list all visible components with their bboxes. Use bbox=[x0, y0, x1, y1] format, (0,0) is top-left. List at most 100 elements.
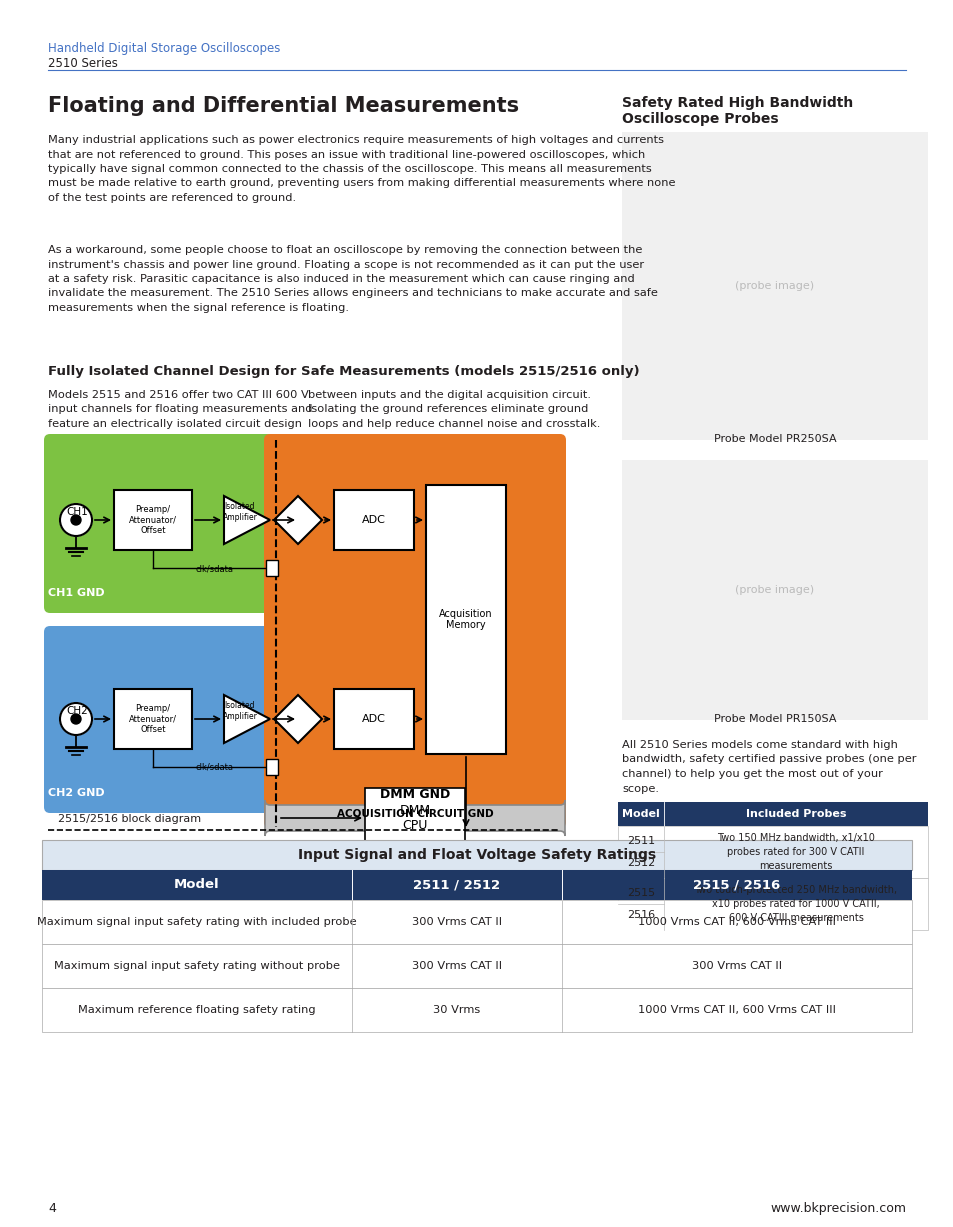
Text: Acquisition
Memory: Acquisition Memory bbox=[438, 609, 493, 631]
Text: 2515 / 2516: 2515 / 2516 bbox=[693, 879, 780, 892]
FancyBboxPatch shape bbox=[265, 800, 564, 836]
Text: ADC: ADC bbox=[362, 714, 386, 724]
FancyBboxPatch shape bbox=[42, 840, 911, 870]
Text: CH2 GND: CH2 GND bbox=[48, 788, 104, 798]
Text: Isolated
Amplifier: Isolated Amplifier bbox=[222, 502, 257, 521]
Text: Handheld Digital Storage Oscilloscopes: Handheld Digital Storage Oscilloscopes bbox=[48, 42, 280, 55]
Text: typically have signal common connected to the chassis of the oscilloscope. This : typically have signal common connected t… bbox=[48, 164, 651, 174]
Text: Oscilloscope Probes: Oscilloscope Probes bbox=[621, 112, 778, 126]
Text: Preamp/
Attenuator/
Offset: Preamp/ Attenuator/ Offset bbox=[129, 704, 177, 734]
Text: Safety Rated High Bandwidth: Safety Rated High Bandwidth bbox=[621, 96, 852, 110]
Text: Maximum signal input safety rating with included probe: Maximum signal input safety rating with … bbox=[37, 917, 356, 928]
Text: DMM
CPU: DMM CPU bbox=[399, 804, 430, 832]
FancyBboxPatch shape bbox=[42, 988, 911, 1032]
Text: 2512: 2512 bbox=[626, 858, 655, 867]
FancyBboxPatch shape bbox=[266, 760, 277, 775]
Polygon shape bbox=[224, 694, 270, 744]
FancyBboxPatch shape bbox=[618, 826, 927, 879]
Text: invalidate the measurement. The 2510 Series allows engineers and technicians to : invalidate the measurement. The 2510 Ser… bbox=[48, 288, 658, 298]
Text: between inputs and the digital acquisition circuit.: between inputs and the digital acquisiti… bbox=[308, 390, 590, 400]
FancyBboxPatch shape bbox=[426, 485, 505, 755]
Text: clk/sdata: clk/sdata bbox=[195, 564, 233, 573]
Text: loops and help reduce channel noise and crosstalk.: loops and help reduce channel noise and … bbox=[308, 418, 599, 429]
FancyBboxPatch shape bbox=[365, 788, 464, 848]
Text: Many industrial applications such as power electronics require measurements of h: Many industrial applications such as pow… bbox=[48, 135, 663, 145]
FancyBboxPatch shape bbox=[42, 899, 911, 944]
Text: Isolated
Amplifier: Isolated Amplifier bbox=[222, 702, 257, 720]
Text: Included Probes: Included Probes bbox=[745, 809, 845, 818]
Text: Input Signal and Float Voltage Safety Ratings: Input Signal and Float Voltage Safety Ra… bbox=[297, 848, 656, 863]
Text: Model: Model bbox=[621, 809, 659, 818]
Circle shape bbox=[60, 504, 91, 536]
Text: 2510 Series: 2510 Series bbox=[48, 56, 118, 70]
FancyBboxPatch shape bbox=[618, 879, 927, 930]
FancyBboxPatch shape bbox=[44, 434, 273, 614]
Text: bandwidth, safety certified passive probes (one per: bandwidth, safety certified passive prob… bbox=[621, 755, 916, 764]
Text: Probe Model PR150SA: Probe Model PR150SA bbox=[713, 714, 836, 724]
Text: of the test points are referenced to ground.: of the test points are referenced to gro… bbox=[48, 193, 295, 202]
Text: (probe image): (probe image) bbox=[735, 585, 814, 595]
FancyBboxPatch shape bbox=[621, 133, 927, 440]
Text: measurements when the signal reference is floating.: measurements when the signal reference i… bbox=[48, 303, 349, 313]
Text: channel) to help you get the most out of your: channel) to help you get the most out of… bbox=[621, 769, 882, 779]
FancyBboxPatch shape bbox=[113, 690, 192, 748]
Text: Probe Model PR250SA: Probe Model PR250SA bbox=[713, 434, 836, 444]
Circle shape bbox=[71, 714, 81, 724]
Text: 2516: 2516 bbox=[626, 910, 655, 920]
Text: DMM GND: DMM GND bbox=[379, 788, 450, 800]
Text: 300 Vrms CAT II: 300 Vrms CAT II bbox=[412, 917, 501, 928]
Text: Model: Model bbox=[174, 879, 219, 892]
FancyBboxPatch shape bbox=[266, 560, 277, 575]
Text: (probe image): (probe image) bbox=[735, 281, 814, 291]
FancyBboxPatch shape bbox=[113, 490, 192, 550]
Text: Models 2515 and 2516 offer two CAT III 600 V: Models 2515 and 2516 offer two CAT III 6… bbox=[48, 390, 309, 400]
Text: Maximum reference floating safety rating: Maximum reference floating safety rating bbox=[78, 1005, 315, 1015]
Text: Maximum signal input safety rating without probe: Maximum signal input safety rating witho… bbox=[54, 961, 339, 971]
Text: 2515: 2515 bbox=[626, 888, 655, 898]
Text: Two touch-protected 250 MHz bandwidth,
x10 probes rated for 1000 V CATII,
600 V : Two touch-protected 250 MHz bandwidth, x… bbox=[694, 885, 897, 923]
Text: All 2510 Series models come standard with high: All 2510 Series models come standard wit… bbox=[621, 740, 897, 750]
FancyBboxPatch shape bbox=[42, 944, 911, 988]
Text: 300 Vrms CAT II: 300 Vrms CAT II bbox=[412, 961, 501, 971]
Text: at a safety risk. Parasitic capacitance is also induced in the measurement which: at a safety risk. Parasitic capacitance … bbox=[48, 274, 634, 283]
Text: feature an electrically isolated circuit design: feature an electrically isolated circuit… bbox=[48, 418, 302, 429]
Text: 300 Vrms CAT II: 300 Vrms CAT II bbox=[691, 961, 781, 971]
Text: instrument's chassis and power line ground. Floating a scope is not recommended : instrument's chassis and power line grou… bbox=[48, 259, 643, 270]
Text: ACQUISITION CIRCUIT GND: ACQUISITION CIRCUIT GND bbox=[336, 809, 493, 818]
Text: scope.: scope. bbox=[621, 784, 659, 794]
FancyBboxPatch shape bbox=[621, 460, 927, 720]
Text: 2511 / 2512: 2511 / 2512 bbox=[413, 879, 500, 892]
Text: CH2: CH2 bbox=[66, 706, 88, 717]
Circle shape bbox=[71, 515, 81, 525]
Text: 30 Vrms: 30 Vrms bbox=[433, 1005, 480, 1015]
Text: ADC: ADC bbox=[362, 515, 386, 525]
Text: Preamp/
Attenuator/
Offset: Preamp/ Attenuator/ Offset bbox=[129, 506, 177, 535]
Text: Two 150 MHz bandwidth, x1/x10
probes rated for 300 V CATII
measurements: Two 150 MHz bandwidth, x1/x10 probes rat… bbox=[717, 833, 874, 871]
Text: 1000 Vrms CAT II, 600 Vrms CAT III: 1000 Vrms CAT II, 600 Vrms CAT III bbox=[638, 917, 835, 928]
Polygon shape bbox=[274, 694, 322, 744]
Text: CH1: CH1 bbox=[66, 507, 88, 517]
FancyBboxPatch shape bbox=[334, 490, 414, 550]
Text: As a workaround, some people choose to float an oscilloscope by removing the con: As a workaround, some people choose to f… bbox=[48, 245, 641, 255]
Text: Fully Isolated Channel Design for Safe Measurements (models 2515/2516 only): Fully Isolated Channel Design for Safe M… bbox=[48, 364, 639, 378]
Text: CH1 GND: CH1 GND bbox=[48, 588, 104, 598]
Text: 4: 4 bbox=[48, 1202, 56, 1215]
FancyBboxPatch shape bbox=[618, 802, 927, 826]
Text: www.bkprecision.com: www.bkprecision.com bbox=[769, 1202, 905, 1215]
FancyBboxPatch shape bbox=[334, 690, 414, 748]
Text: that are not referenced to ground. This poses an issue with traditional line-pow: that are not referenced to ground. This … bbox=[48, 150, 644, 160]
Polygon shape bbox=[274, 496, 322, 544]
Text: input channels for floating measurements and: input channels for floating measurements… bbox=[48, 405, 313, 415]
Circle shape bbox=[60, 703, 91, 735]
FancyBboxPatch shape bbox=[42, 870, 911, 899]
Text: 2515/2516 block diagram: 2515/2516 block diagram bbox=[58, 814, 201, 825]
FancyBboxPatch shape bbox=[44, 626, 273, 814]
Text: Isolating the ground references eliminate ground: Isolating the ground references eliminat… bbox=[308, 405, 588, 415]
Polygon shape bbox=[224, 496, 270, 544]
Text: Floating and Differential Measurements: Floating and Differential Measurements bbox=[48, 96, 518, 117]
Text: 1000 Vrms CAT II, 600 Vrms CAT III: 1000 Vrms CAT II, 600 Vrms CAT III bbox=[638, 1005, 835, 1015]
Text: must be made relative to earth ground, preventing users from making differential: must be made relative to earth ground, p… bbox=[48, 178, 675, 189]
Text: clk/sdata: clk/sdata bbox=[195, 763, 233, 772]
FancyBboxPatch shape bbox=[264, 434, 565, 828]
Text: 2511: 2511 bbox=[626, 836, 655, 845]
